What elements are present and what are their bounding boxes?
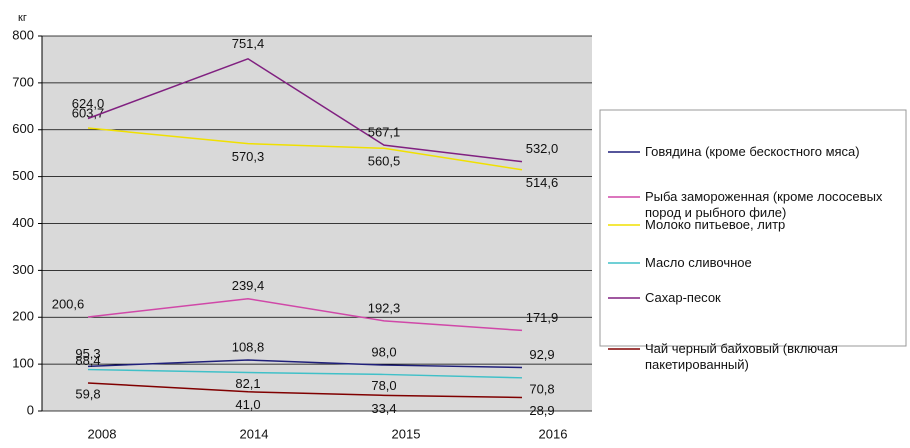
legend-item: Рыба замороженная (кроме лососевых пород… [645,189,883,220]
legend-item: Молоко питьевое, литр [645,217,786,232]
data-label: 239,4 [232,278,265,293]
series-line [87,359,523,369]
data-label: 751,4 [232,36,265,51]
legend-item: Говядина (кроме бескостного мяса) [645,144,860,159]
legend-item: Чай черный байховый (включая пакетирован… [645,341,838,372]
data-label: 70,8 [529,381,554,396]
data-label: 33,4 [371,401,396,416]
y-tick-label: 600 [12,121,34,136]
data-label: 192,3 [368,300,401,315]
data-label: 92,9 [529,347,554,362]
y-unit: кг [18,12,27,24]
legend-label: Говядина (кроме бескостного мяса) [645,144,860,159]
y-tick-label: 0 [27,402,34,417]
y-tick-label: 100 [12,356,34,371]
data-label: 570,3 [232,149,265,164]
data-label: 59,8 [75,386,100,401]
data-label: 200,6 [52,296,85,311]
series-line [87,382,523,399]
x-tick-label: 2016 [539,426,568,441]
y-tick-label: 300 [12,262,34,277]
data-label: 567,1 [368,125,401,140]
legend-label: Чай черный байховый (включая пакетирован… [645,341,838,372]
y-tick-label: 200 [12,309,34,324]
data-label: 98,0 [371,345,396,360]
legend [599,109,907,347]
y-tick-label: 700 [12,74,34,89]
data-label: 108,8 [232,339,265,354]
data-label: 88,4 [75,353,100,368]
data-label: 171,9 [526,310,559,325]
data-label: 603,7 [72,105,105,120]
legend-item: Масло сливочное [645,255,752,270]
series-line [87,127,523,171]
data-label: 514,6 [526,175,559,190]
y-tick-label: 800 [12,27,34,42]
series-line [87,57,523,163]
x-tick-label: 2008 [88,426,117,441]
data-label: 41,0 [235,397,260,412]
data-label: 532,0 [526,141,559,156]
series-line [87,298,523,332]
x-tick-label: 2015 [392,426,421,441]
data-label: 78,0 [371,378,396,393]
legend-label: Молоко питьевое, литр [645,217,786,232]
x-tick-label: 2014 [240,426,269,441]
legend-label: Масло сливочное [645,255,752,270]
data-label: 624,0 [72,96,105,111]
legend-item: Сахар-песок [645,290,721,305]
legend-label: Сахар-песок [645,290,721,305]
data-label: 28,9 [529,403,554,418]
legend-label: Рыба замороженная (кроме лососевых пород… [645,189,883,220]
series-line [87,368,523,379]
y-tick-label: 500 [12,168,34,183]
data-label: 95,3 [75,346,100,361]
data-label: 560,5 [368,154,401,169]
y-tick-label: 400 [12,215,34,230]
data-label: 82,1 [235,376,260,391]
